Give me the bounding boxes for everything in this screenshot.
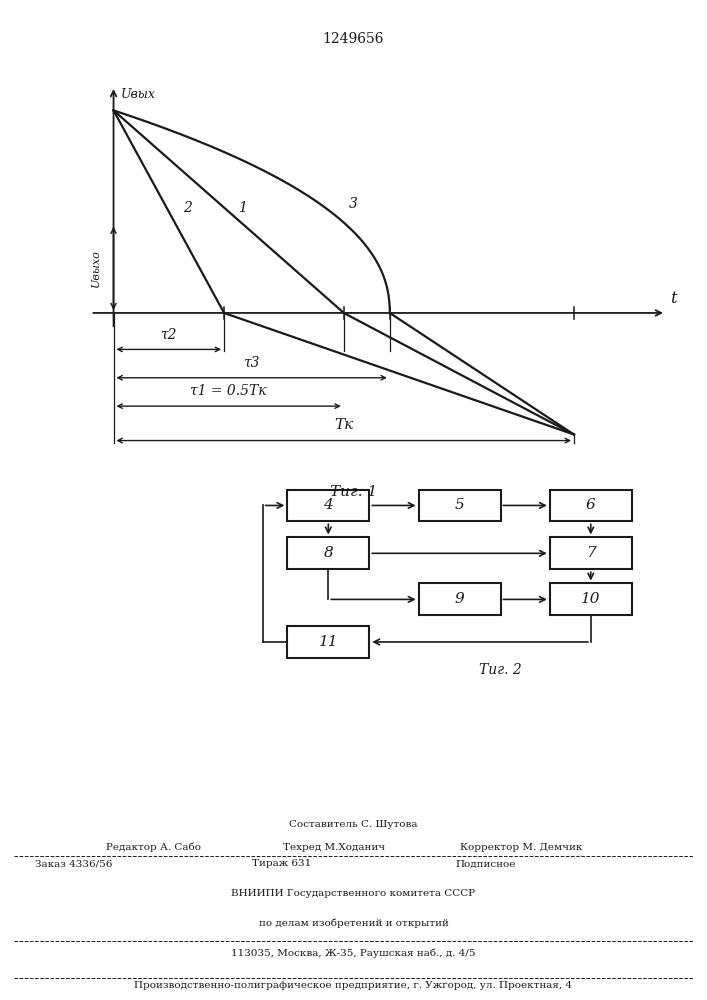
Text: 2: 2: [182, 201, 192, 215]
Text: τ1 = 0.5Tк: τ1 = 0.5Tк: [190, 384, 267, 398]
Text: по делам изобретений и открытий: по делам изобретений и открытий: [259, 919, 448, 928]
Text: τ3: τ3: [243, 356, 260, 370]
Text: t: t: [670, 290, 677, 307]
Text: 4: 4: [324, 498, 333, 512]
Text: τ2: τ2: [160, 327, 177, 341]
Text: 9: 9: [455, 592, 464, 606]
Text: ВНИИПИ Государственного комитета СССР: ВНИИПИ Государственного комитета СССР: [231, 889, 476, 898]
Text: Τиг. 2: Τиг. 2: [479, 663, 522, 677]
Text: 3: 3: [349, 197, 357, 211]
Text: 11: 11: [319, 635, 338, 649]
Bar: [550, 489, 632, 521]
Text: 6: 6: [586, 498, 595, 512]
Text: Заказ 4336/56: Заказ 4336/56: [35, 859, 112, 868]
Text: 5: 5: [455, 498, 464, 512]
Text: 7: 7: [586, 546, 595, 560]
Text: Техред М.Ходанич: Техред М.Ходанич: [283, 843, 385, 852]
Bar: [287, 626, 369, 658]
Text: Производственно-полиграфическое предприятие, г. Ужгород, ул. Проектная, 4: Производственно-полиграфическое предприя…: [134, 982, 573, 990]
Text: Подписное: Подписное: [455, 859, 515, 868]
Bar: [419, 489, 501, 521]
Text: 10: 10: [581, 592, 600, 606]
Text: Tк: Tк: [334, 418, 354, 432]
Text: Составитель С. Шутова: Составитель С. Шутова: [289, 820, 418, 829]
Text: 1249656: 1249656: [323, 32, 384, 46]
Text: Тираж 631: Тираж 631: [252, 859, 311, 868]
Text: Uвых: Uвых: [120, 88, 156, 101]
Text: Корректор М. Демчик: Корректор М. Демчик: [460, 843, 582, 852]
Text: 8: 8: [324, 546, 333, 560]
Bar: [287, 489, 369, 521]
Bar: [287, 537, 369, 569]
Bar: [419, 583, 501, 615]
Text: 113035, Москва, Ж-35, Раушская наб., д. 4/5: 113035, Москва, Ж-35, Раушская наб., д. …: [231, 948, 476, 958]
Text: Τиг. 1: Τиг. 1: [330, 485, 377, 499]
Bar: [550, 583, 632, 615]
Text: Редактор А. Сабо: Редактор А. Сабо: [106, 843, 201, 852]
Text: 1: 1: [238, 201, 247, 215]
Bar: [550, 537, 632, 569]
Text: Uвыхо: Uвыхо: [90, 249, 100, 287]
